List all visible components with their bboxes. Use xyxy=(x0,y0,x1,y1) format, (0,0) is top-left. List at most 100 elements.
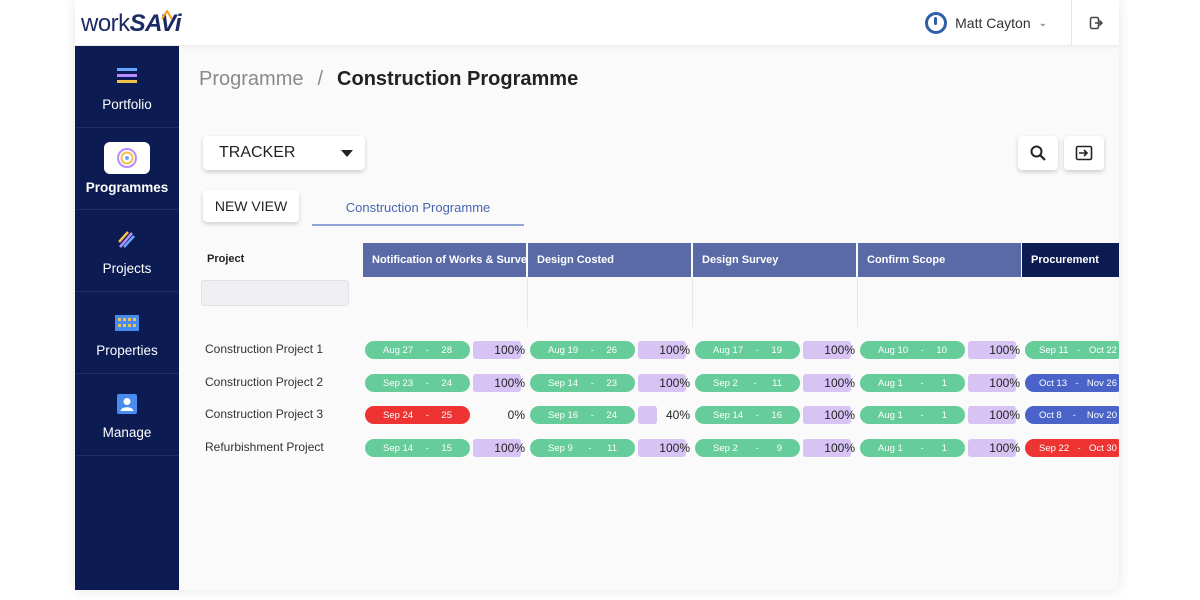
date-range-pill[interactable]: Aug 10-10 xyxy=(860,341,965,359)
date-start: Sep 2 xyxy=(713,377,738,389)
sidebar-item-label: Portfolio xyxy=(102,97,152,112)
progress-bar xyxy=(638,406,658,424)
progress-bar xyxy=(638,341,686,359)
date-separator: - xyxy=(1075,377,1079,389)
user-menu[interactable]: Matt Cayton ⌄ xyxy=(925,12,1047,34)
date-start: Sep 2 xyxy=(713,442,738,454)
progress-percent: 100% xyxy=(494,343,525,357)
sidebar-item-label: Projects xyxy=(102,261,152,276)
row-project-name[interactable]: Construction Project 1 xyxy=(205,342,324,356)
row-project-name[interactable]: Construction Project 2 xyxy=(205,375,324,389)
date-start: Aug 1 xyxy=(878,377,903,389)
date-start: Aug 19 xyxy=(548,344,579,356)
date-separator: - xyxy=(588,442,592,454)
date-separator: - xyxy=(1072,409,1076,421)
progress-percent: 100% xyxy=(989,343,1020,357)
sidebar-item-portfolio[interactable]: Portfolio xyxy=(75,46,179,128)
progress-percent: 100% xyxy=(494,441,525,455)
logout-icon xyxy=(1089,16,1103,30)
date-start: Sep 16 xyxy=(548,409,579,421)
date-range-pill[interactable]: Sep 14-23 xyxy=(530,374,635,392)
date-range-pill[interactable]: Aug 1 - 1 xyxy=(860,406,965,424)
date-range-pill[interactable]: Aug 1 - 1 xyxy=(860,439,965,457)
date-range-pill[interactable]: Aug 27-28 xyxy=(365,341,470,359)
date-separator: - xyxy=(425,409,429,421)
date-range-pill[interactable]: Sep 24-25 xyxy=(365,406,470,424)
date-end: 11 xyxy=(772,377,782,389)
progress-percent: 100% xyxy=(659,376,690,390)
date-range-pill[interactable]: Sep 22- Oct 30 xyxy=(1025,439,1119,457)
logo-text-savi: SAVi xyxy=(129,10,182,37)
progress-bar xyxy=(968,439,1016,457)
sidebar-item-programmes[interactable]: Programmes xyxy=(75,128,179,210)
date-separator: - xyxy=(753,377,757,389)
date-separator: - xyxy=(590,344,594,356)
export-button[interactable] xyxy=(1064,136,1104,170)
progress-percent: 100% xyxy=(659,441,690,455)
top-bar: workSAVi Matt Cayton ⌄ xyxy=(75,0,1119,46)
tab-construction-programme[interactable]: Construction Programme xyxy=(312,190,524,226)
date-end: 9 xyxy=(776,442,782,454)
project-column-header: Project xyxy=(207,253,245,265)
date-end: 10 xyxy=(936,344,947,356)
progress-bar xyxy=(968,374,1016,392)
project-filter-input[interactable] xyxy=(201,280,349,306)
date-end: 1 xyxy=(941,409,947,421)
breadcrumb-parent-link[interactable]: Programme xyxy=(199,68,304,90)
date-end: 24 xyxy=(441,377,452,389)
manage-icon xyxy=(116,389,138,419)
date-range-pill[interactable]: Sep 14-15 xyxy=(365,439,470,457)
progress-bar xyxy=(803,406,851,424)
date-range-pill[interactable]: Aug 17-19 xyxy=(695,341,800,359)
date-start: Sep 14 xyxy=(548,377,579,389)
stage-header-label: Design Survey xyxy=(702,254,779,266)
progress-bar xyxy=(473,374,521,392)
date-end: 26 xyxy=(606,344,617,356)
date-separator: - xyxy=(1077,344,1081,356)
search-button[interactable] xyxy=(1018,136,1058,170)
sidebar-item-projects[interactable]: Projects xyxy=(75,210,179,292)
sidebar-item-manage[interactable]: Manage xyxy=(75,374,179,456)
stage-header-label: Notification of Works & Survey xyxy=(372,254,526,266)
app-window: workSAVi Matt Cayton ⌄ xyxy=(75,0,1119,590)
view-type-dropdown[interactable]: TRACKER xyxy=(203,136,365,170)
logout-button[interactable] xyxy=(1071,0,1119,46)
date-end: Oct 22 xyxy=(1088,344,1117,356)
progress-bar xyxy=(473,439,521,457)
column-divider xyxy=(527,277,528,327)
date-range-pill[interactable]: Sep 2 - 11 xyxy=(695,374,800,392)
date-range-pill[interactable]: Sep 16-24 xyxy=(530,406,635,424)
date-separator: - xyxy=(755,442,759,454)
progress-bar xyxy=(803,439,851,457)
date-range-pill[interactable]: Sep 14-16 xyxy=(695,406,800,424)
date-range-pill[interactable]: Sep 23-24 xyxy=(365,374,470,392)
sidebar-item-label: Properties xyxy=(96,343,158,358)
date-start: Aug 10 xyxy=(878,344,909,356)
breadcrumb-separator: / xyxy=(317,68,324,90)
new-view-button[interactable]: NEW VIEW xyxy=(203,190,299,222)
progress-percent: 100% xyxy=(824,343,855,357)
date-end: Nov 20 xyxy=(1086,409,1117,421)
date-end: 25 xyxy=(441,409,452,421)
date-start: Aug 17 xyxy=(713,344,744,356)
date-range-pill[interactable]: Oct 8- Nov 20 xyxy=(1025,406,1119,424)
date-range-pill[interactable]: Sep 11- Oct 22 xyxy=(1025,341,1119,359)
date-range-pill[interactable]: Sep 9 - 11 xyxy=(530,439,635,457)
sidebar-item-label: Programmes xyxy=(85,180,169,195)
date-range-pill[interactable]: Sep 2 - 9 xyxy=(695,439,800,457)
row-project-name[interactable]: Refurbishment Project xyxy=(205,440,324,454)
date-range-pill[interactable]: Oct 13- Nov 26 xyxy=(1025,374,1119,392)
date-range-pill[interactable]: Aug 19-26 xyxy=(530,341,635,359)
row-project-name[interactable]: Construction Project 3 xyxy=(205,407,324,421)
app-logo[interactable]: workSAVi xyxy=(81,10,182,38)
projects-icon xyxy=(116,225,138,255)
export-icon xyxy=(1075,145,1093,161)
date-end: 24 xyxy=(606,409,617,421)
date-range-pill[interactable]: Aug 1 - 1 xyxy=(860,374,965,392)
user-name: Matt Cayton xyxy=(955,15,1031,31)
progress-bar xyxy=(638,439,686,457)
stage-header-label: Design Costed xyxy=(537,254,615,266)
sidebar-item-properties[interactable]: Properties xyxy=(75,292,179,374)
date-separator: - xyxy=(425,377,429,389)
stage-header-confirm-scope: Confirm Scope xyxy=(858,243,1021,277)
